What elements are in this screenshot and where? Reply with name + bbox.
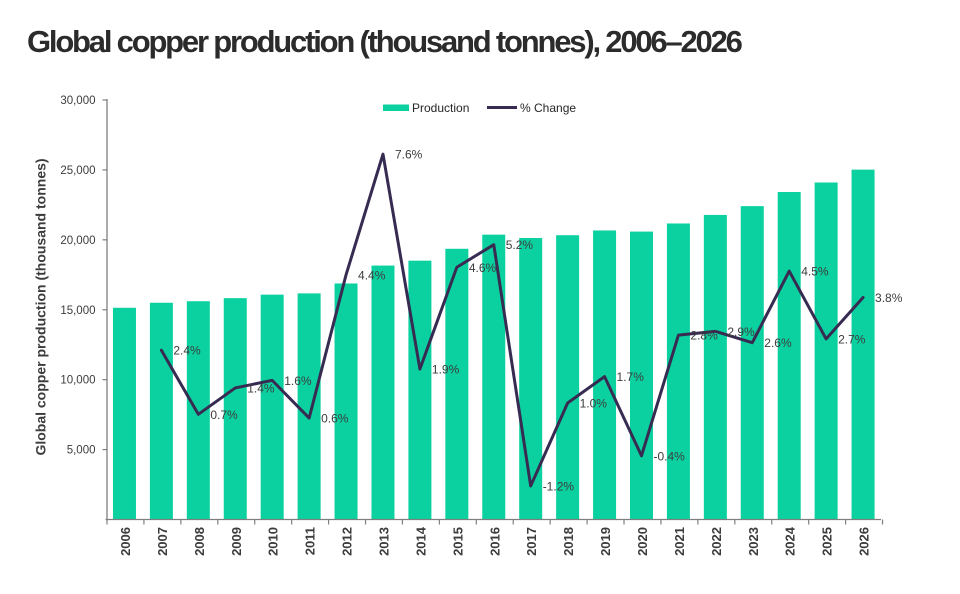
svg-text:2010: 2010 bbox=[266, 527, 281, 556]
svg-text:1.4%: 1.4% bbox=[247, 381, 275, 395]
svg-text:3.8%: 3.8% bbox=[875, 291, 903, 305]
svg-text:0.6%: 0.6% bbox=[321, 412, 349, 426]
svg-text:1.6%: 1.6% bbox=[284, 374, 312, 388]
svg-text:2025: 2025 bbox=[820, 527, 835, 556]
svg-text:2020: 2020 bbox=[635, 527, 650, 556]
svg-text:5,000: 5,000 bbox=[67, 445, 96, 457]
svg-text:2015: 2015 bbox=[450, 527, 465, 556]
svg-text:2.6%: 2.6% bbox=[764, 336, 792, 350]
svg-text:2.9%: 2.9% bbox=[727, 325, 755, 339]
svg-text:Production: Production bbox=[412, 101, 469, 115]
svg-text:-1.2%: -1.2% bbox=[543, 479, 575, 493]
svg-text:2011: 2011 bbox=[303, 527, 318, 555]
svg-text:2026: 2026 bbox=[857, 527, 872, 556]
svg-text:2013: 2013 bbox=[376, 527, 391, 556]
svg-text:2.8%: 2.8% bbox=[690, 329, 718, 343]
svg-text:4.4%: 4.4% bbox=[358, 268, 386, 282]
svg-text:10,000: 10,000 bbox=[60, 375, 95, 387]
svg-text:2007: 2007 bbox=[155, 527, 170, 556]
svg-text:15,000: 15,000 bbox=[60, 305, 95, 317]
svg-text:% Change: % Change bbox=[520, 101, 576, 115]
svg-text:2019: 2019 bbox=[598, 527, 613, 556]
svg-text:20,000: 20,000 bbox=[60, 235, 95, 247]
svg-text:5.2%: 5.2% bbox=[506, 238, 534, 252]
svg-text:7.6%: 7.6% bbox=[395, 148, 423, 162]
svg-text:2023: 2023 bbox=[746, 527, 761, 556]
svg-text:0.7%: 0.7% bbox=[210, 408, 238, 422]
svg-text:2008: 2008 bbox=[192, 527, 207, 556]
svg-text:2024: 2024 bbox=[783, 526, 798, 556]
svg-text:Global copper production (thou: Global copper production (thousand tonne… bbox=[33, 158, 49, 455]
svg-text:1.0%: 1.0% bbox=[580, 397, 608, 411]
svg-text:2018: 2018 bbox=[561, 527, 576, 556]
svg-text:2.4%: 2.4% bbox=[173, 344, 201, 358]
svg-text:2014: 2014 bbox=[413, 526, 428, 556]
svg-text:25,000: 25,000 bbox=[60, 165, 95, 177]
svg-text:1.9%: 1.9% bbox=[432, 363, 460, 377]
svg-text:1.7%: 1.7% bbox=[617, 370, 645, 384]
svg-text:2016: 2016 bbox=[487, 527, 502, 556]
svg-text:2.7%: 2.7% bbox=[838, 332, 866, 346]
svg-text:30,000: 30,000 bbox=[60, 95, 95, 107]
svg-text:2022: 2022 bbox=[709, 527, 724, 556]
svg-text:4.6%: 4.6% bbox=[469, 261, 497, 275]
svg-text:4.5%: 4.5% bbox=[801, 265, 829, 279]
svg-text:2009: 2009 bbox=[229, 527, 244, 556]
svg-text:2006: 2006 bbox=[118, 527, 133, 556]
svg-text:2017: 2017 bbox=[524, 527, 539, 556]
svg-text:-0.4%: -0.4% bbox=[653, 449, 685, 463]
svg-text:2021: 2021 bbox=[672, 527, 687, 556]
svg-text:2012: 2012 bbox=[340, 527, 355, 556]
